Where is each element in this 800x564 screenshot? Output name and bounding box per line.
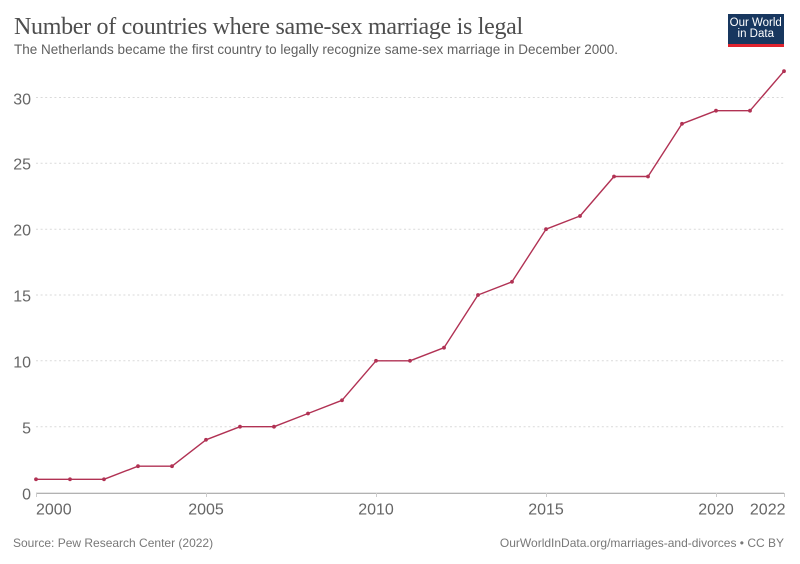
svg-text:0: 0 (22, 487, 31, 504)
svg-text:2020: 2020 (698, 502, 734, 519)
svg-text:2015: 2015 (528, 502, 564, 519)
svg-text:2022: 2022 (750, 502, 786, 519)
svg-text:2005: 2005 (188, 502, 224, 519)
svg-text:2000: 2000 (36, 502, 72, 519)
svg-text:10: 10 (13, 355, 31, 372)
svg-text:20: 20 (13, 223, 31, 240)
svg-text:2010: 2010 (358, 502, 394, 519)
svg-text:15: 15 (13, 289, 31, 306)
svg-text:30: 30 (13, 92, 31, 109)
svg-text:25: 25 (13, 157, 31, 174)
svg-text:5: 5 (22, 421, 31, 438)
